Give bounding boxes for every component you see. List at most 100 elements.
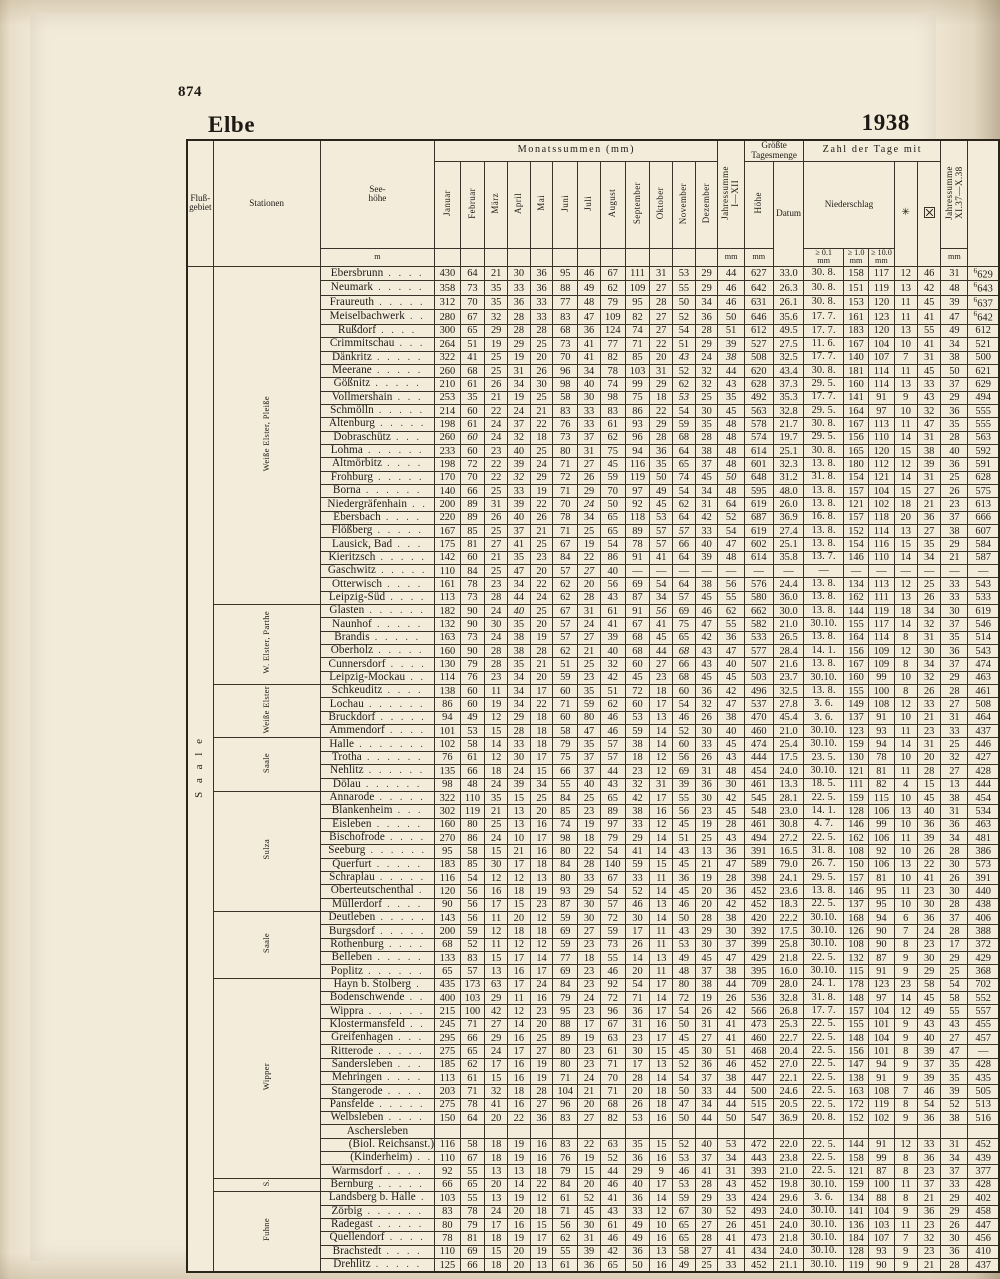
station-name[interactable]: Brachstedt . . . . [319, 1244, 436, 1259]
station-name[interactable]: Klostermansfeld . . [319, 1017, 436, 1033]
station-name[interactable]: Naunhof . . . . . [319, 617, 436, 632]
station-name[interactable]: Ritterode . . . . . [319, 1044, 436, 1059]
station-name[interactable]: Poplitz . . . . . . [319, 964, 436, 979]
station-name[interactable]: Blankenheim . . . [319, 804, 436, 819]
station-name[interactable]: Altenburg . . . . . [319, 417, 436, 432]
monthly-sum: 88 [552, 1017, 579, 1033]
station-name[interactable]: Schraplau . . . . . [319, 870, 436, 886]
station-name[interactable]: Borna . . . . . . [319, 483, 436, 499]
station-name[interactable]: Bischofrode . . . . [319, 830, 436, 846]
monthly-sum: 28 [529, 644, 554, 659]
station-name[interactable]: Lochau . . . . . . [319, 697, 436, 712]
station-name[interactable]: Neumark . . . . . [319, 280, 436, 296]
monthly-sum: 15 [649, 1137, 674, 1153]
monthly-sum: 60 [552, 684, 579, 699]
station-name[interactable]: Bernburg . . . . . [319, 1177, 436, 1193]
station-name[interactable]: Ebersbrunn . . . . [319, 265, 436, 282]
days-ge-100: 7 [893, 350, 918, 365]
monthly-sum: 58 [459, 844, 486, 859]
station-name[interactable]: Stangerode . . . . [319, 1084, 436, 1099]
station-name[interactable]: Mehringen . . . . [319, 1071, 436, 1086]
station-name[interactable]: Trotha . . . . . . [319, 750, 436, 766]
station-name[interactable]: Altmörbitz . . . . [319, 457, 436, 472]
station-name[interactable]: Rothenburg . . . . [319, 937, 436, 952]
station-name[interactable]: Halle . . . . . . . [319, 737, 436, 752]
station-name[interactable]: Ammendorf . . . . [319, 724, 436, 739]
days-snow: 24 [916, 924, 942, 939]
station-name[interactable]: Annarode . . . . . [319, 790, 436, 806]
station-name[interactable]: Glasten . . . . . . [319, 604, 436, 619]
station-name[interactable]: Hayn b. Stolberg . [319, 977, 436, 993]
station-name[interactable]: Burgsdorf . . . . . [319, 924, 436, 939]
station-name[interactable]: Quellendorf . . . . [319, 1231, 436, 1246]
monthly-sum: 14 [529, 950, 554, 966]
monthly-sum: 46 [717, 280, 745, 296]
station-name[interactable]: Cunnersdorf . . . . [319, 657, 436, 672]
days-ge-100: — [893, 563, 918, 579]
station-name[interactable]: Kieritzsch . . . . . [319, 550, 436, 566]
station-name[interactable]: Lausick, Bad . . . [319, 537, 436, 552]
leader-dots: . . . . [384, 1232, 426, 1244]
max-daily-height: 27.5 [772, 337, 805, 352]
monthly-sum: 65 [599, 790, 626, 806]
station-name[interactable]: Dölau . . . . . . [319, 777, 436, 792]
station-name[interactable]: Leipzig-Süd . . . . [319, 590, 436, 606]
station-name[interactable]: Warmsdorf . . . . [319, 1164, 436, 1179]
days-ge-10: 88 [868, 1191, 895, 1206]
station-name[interactable]: Oberholz . . . . . [319, 644, 436, 659]
station-name[interactable]: Greifenhagen . . . [319, 1031, 436, 1046]
station-name[interactable]: Drehlitz . . . . . [319, 1257, 436, 1273]
station-name[interactable]: Schmölln . . . . . [319, 403, 436, 419]
station-name[interactable]: Sandersleben . . . [319, 1057, 436, 1073]
station-name[interactable]: Deutleben . . . . . [319, 910, 436, 926]
monthly-sum: 26 [624, 937, 651, 952]
station-name[interactable]: Landsberg b. Halle . [319, 1191, 436, 1206]
station-name[interactable]: Nehlitz . . . . . . [319, 764, 436, 779]
outer-basin-text: S a a l e [193, 736, 206, 799]
station-name[interactable]: Oberteutschenthal . [319, 884, 436, 899]
monthly-sum: 89 [459, 510, 486, 525]
jahressumme-value: 631 [743, 294, 774, 311]
station-name[interactable]: Pansfelde . . . . . [319, 1097, 436, 1113]
station-name[interactable]: Müllerdorf . . . . [319, 897, 436, 912]
jahressumme2-value: 481 [967, 830, 1000, 846]
station-name[interactable]: Crimmitschau . . . [319, 337, 436, 352]
station-name[interactable]: Radegast . . . . . [319, 1217, 436, 1233]
station-name[interactable]: Niedergräfenhain . . [319, 497, 436, 512]
station-name[interactable]: Zörbig . . . . . . [319, 1204, 436, 1219]
station-name[interactable]: Querfurt . . . . . [319, 857, 436, 872]
station-name[interactable]: Meiselbachwerk . . [319, 309, 436, 325]
station-name[interactable]: Gößnitz . . . . . [319, 377, 436, 392]
station-name[interactable]: Fraureuth . . . . . [319, 294, 436, 311]
monthly-sum: 20 [507, 1204, 531, 1219]
station-name[interactable]: Gaschwitz . . . . . [319, 563, 436, 579]
station-name[interactable]: Rußdorf . . . . [319, 323, 436, 339]
station-name[interactable]: Bodenschwende . . [319, 990, 436, 1006]
station-name[interactable]: Belleben . . . . . [319, 950, 436, 966]
station-name[interactable]: Lohma . . . . . . [319, 443, 436, 459]
station-name[interactable]: Welbsleben . . . . [319, 1111, 436, 1126]
station-name[interactable]: Wippra . . . . . . [319, 1004, 436, 1019]
unit-nov [672, 247, 696, 267]
monthly-sum: 79 [459, 657, 486, 672]
station-name[interactable]: (Kinderheim) . . [319, 1151, 436, 1166]
jahressumme-value: 576 [743, 577, 774, 592]
station-name[interactable]: Leipzig-Mockau . . [319, 670, 436, 686]
station-name[interactable]: Dobraschütz . . . [319, 430, 436, 445]
station-name[interactable]: Seeburg . . . . . . [319, 844, 436, 859]
station-name[interactable]: Ebersbach . . . . [319, 510, 436, 525]
station-name[interactable]: Meerane . . . . . [319, 363, 436, 379]
station-name[interactable]: Eisleben . . . . . [319, 817, 436, 832]
station-name[interactable]: (Biol. Reichsanst.) [319, 1137, 436, 1153]
station-name[interactable]: Brandis . . . . . [319, 630, 436, 646]
station-name[interactable]: Flößberg . . . . . [319, 523, 436, 539]
station-name[interactable]: Schkeuditz . . . . [319, 684, 436, 699]
station-name[interactable]: Aschersleben [319, 1124, 436, 1139]
station-name[interactable]: Dänkritz . . . . . [319, 350, 436, 365]
station-name[interactable]: Otterwisch . . . . [319, 577, 436, 592]
station-name[interactable]: Bruckdorf . . . . . [319, 710, 436, 726]
table-row: Flößberg . . . . . 167 85 25 37 21 71 25 65 89 57 5… [187, 523, 1000, 539]
station-name[interactable]: Vollmershain . . . [319, 390, 436, 405]
station-name[interactable]: Frohburg . . . . . [319, 470, 436, 485]
monthly-sum: 29 [694, 1191, 719, 1206]
